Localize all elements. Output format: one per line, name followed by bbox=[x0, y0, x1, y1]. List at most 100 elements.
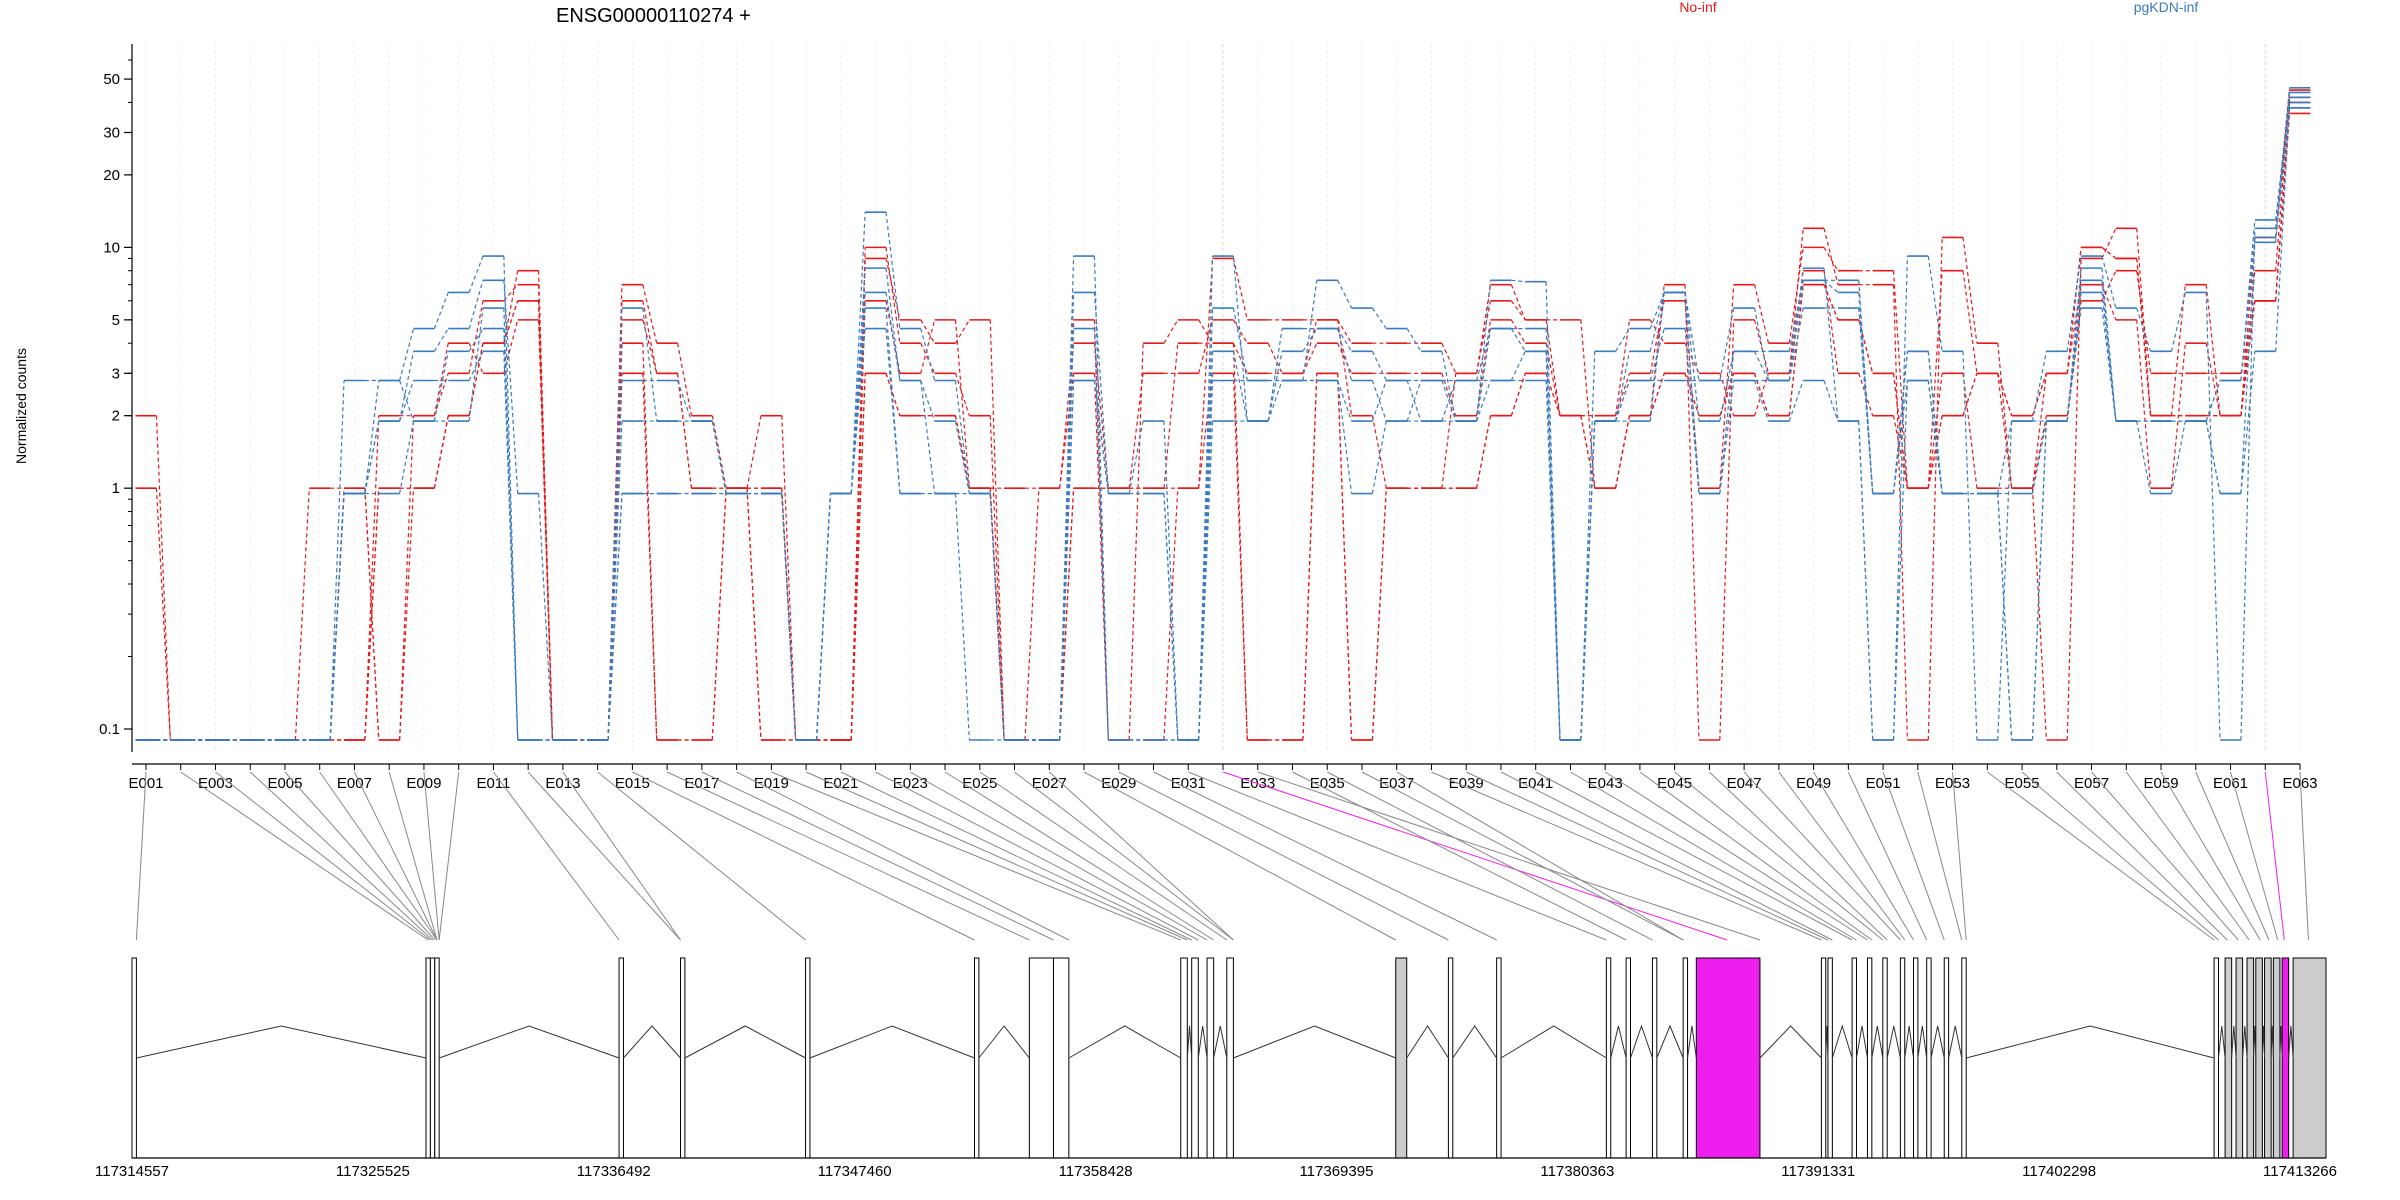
exon-connector-segment bbox=[1476, 328, 1492, 381]
x-tick-label: E061 bbox=[2213, 775, 2248, 792]
exon-box bbox=[1052, 957, 1070, 1159]
exon-connector-segment bbox=[364, 420, 380, 494]
exon-connector bbox=[1778, 771, 1906, 941]
exon-connector-segment bbox=[155, 488, 171, 741]
x-tick-label: E035 bbox=[1310, 775, 1345, 792]
exon-connector-segment bbox=[920, 380, 936, 494]
exon-box bbox=[1447, 957, 1454, 1159]
intron-line bbox=[1831, 1024, 1853, 1059]
intron-line bbox=[1917, 1025, 1928, 1059]
exon-connector-segment bbox=[1337, 380, 1353, 494]
exon-connector bbox=[1674, 771, 1884, 941]
exon-connector-segment bbox=[364, 488, 380, 741]
exon-connector-segment bbox=[433, 415, 449, 489]
exon-connector-segment bbox=[954, 415, 970, 489]
exon-box bbox=[1028, 957, 1054, 1159]
exon-connector-segment bbox=[920, 319, 936, 374]
exon-connector bbox=[1813, 771, 1914, 941]
exon-connector-segment bbox=[1927, 270, 1943, 489]
exon-connector-segment bbox=[1163, 319, 1179, 344]
y-tick-label: 2 bbox=[112, 408, 120, 425]
exon-connector-segment bbox=[1962, 373, 1978, 489]
exon-connector-segment bbox=[781, 493, 797, 741]
exon-connector-segment bbox=[1267, 380, 1283, 422]
intron-line bbox=[2270, 1025, 2274, 1059]
exon-connector-segment bbox=[2066, 307, 2082, 422]
x-tick-label: E009 bbox=[406, 775, 441, 792]
exon-connector-segment bbox=[1128, 343, 1144, 741]
exon-connector-segment bbox=[2205, 420, 2221, 494]
exon-connector bbox=[1639, 771, 1873, 941]
exon-box bbox=[2235, 957, 2244, 1159]
exon-connector-segment bbox=[2136, 307, 2152, 352]
exon-connector-segment bbox=[1302, 373, 1318, 741]
exon-connector-segment bbox=[989, 493, 1005, 741]
exon-connector-segment bbox=[850, 212, 866, 494]
x-tick-label: E047 bbox=[1727, 775, 1762, 792]
exon-connector-segment bbox=[1962, 237, 1978, 344]
x-tick-label: E031 bbox=[1171, 775, 1206, 792]
exon-connector-segment bbox=[2066, 256, 2082, 352]
exon-connector-segment bbox=[885, 268, 901, 381]
exon-connector-segment bbox=[1545, 380, 1561, 741]
exon-box bbox=[425, 957, 431, 1159]
exon-connector-segment bbox=[2066, 268, 2082, 422]
exon-box bbox=[1827, 957, 1833, 1159]
exon-box bbox=[2246, 957, 2255, 1159]
exon-connector-segment bbox=[1614, 351, 1631, 422]
exon-connector-segment bbox=[329, 493, 345, 741]
exon-connector-segment bbox=[1267, 342, 1283, 374]
exon-box bbox=[1913, 957, 1919, 1159]
exon-connector-segment bbox=[2205, 380, 2221, 422]
exon-box bbox=[1851, 957, 1857, 1159]
exon-connector-segment bbox=[1198, 421, 1214, 741]
exon-connector-segment bbox=[1753, 284, 1770, 344]
exon-connector-segment bbox=[1997, 421, 2013, 741]
x-tick-label: E017 bbox=[684, 775, 719, 792]
x-tick-label: E021 bbox=[823, 775, 858, 792]
exon-connector-segment bbox=[1232, 319, 1248, 344]
exon-connector-segment bbox=[1580, 319, 1596, 489]
exon-connector bbox=[135, 771, 147, 941]
exon-connector-segment bbox=[503, 270, 519, 344]
exon-connector-segment bbox=[1093, 373, 1109, 741]
exon-box bbox=[805, 957, 811, 1159]
exon-connector bbox=[527, 771, 681, 941]
exon-connector-segment bbox=[1649, 300, 1665, 374]
exon-connector bbox=[1048, 771, 1234, 941]
intron-line bbox=[809, 1025, 975, 1059]
exon-connector-segment bbox=[294, 488, 310, 741]
exon-connector-segment bbox=[1823, 268, 1839, 422]
exon-connector-segment bbox=[920, 380, 936, 422]
exon-connector bbox=[1987, 771, 2215, 941]
intron-line bbox=[136, 1025, 427, 1059]
exon-connector-segment bbox=[1441, 342, 1457, 374]
exon-connector-segment bbox=[1059, 292, 1075, 741]
exon-connector-segment bbox=[746, 488, 762, 741]
exon-box bbox=[1961, 957, 1967, 1159]
x-tick-label: E011 bbox=[476, 775, 510, 792]
exon-connector-segment bbox=[954, 380, 970, 494]
exon-connector bbox=[1188, 771, 1607, 941]
exon-connector-segment bbox=[329, 380, 345, 741]
exon-box bbox=[1943, 957, 1950, 1159]
intron-line bbox=[1687, 1025, 1697, 1059]
exon-connector-segment bbox=[1232, 342, 1248, 374]
exon-connector-segment bbox=[1615, 373, 1631, 416]
y-tick-label: 5 bbox=[112, 312, 120, 329]
exon-connector-segment bbox=[850, 373, 866, 741]
exon-connector bbox=[1326, 771, 1653, 941]
exon-connector-segment bbox=[468, 342, 484, 374]
intron-line bbox=[1213, 1025, 1228, 1059]
exon-connector bbox=[1222, 771, 1728, 941]
exon-connector-segment bbox=[885, 292, 901, 381]
exon-connector-segment bbox=[433, 373, 449, 416]
exon-connector-segment bbox=[2031, 488, 2047, 741]
exon-connector-segment bbox=[642, 284, 658, 344]
intron-line bbox=[978, 1025, 1030, 1059]
exon-connector-segment bbox=[1719, 380, 1735, 494]
exon-connector-segment bbox=[711, 420, 727, 494]
x-tick-label: E049 bbox=[1796, 775, 1831, 792]
exon-box bbox=[2272, 957, 2281, 1159]
